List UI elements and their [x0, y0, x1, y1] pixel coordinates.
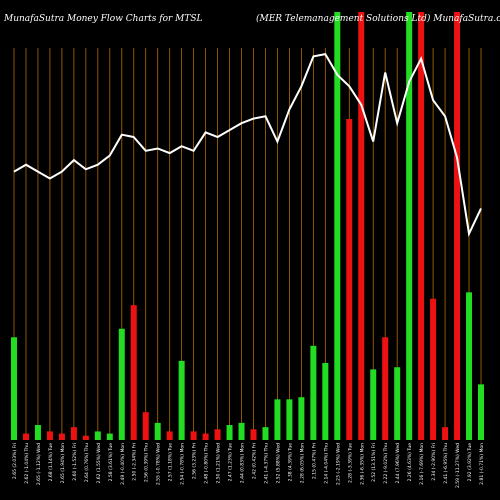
volume-bar [166, 431, 173, 440]
volume-bar [442, 427, 449, 440]
x-tick-label: 2.15 (0.47%) Fri [311, 443, 317, 479]
x-tick-label: 2.36 (-6.35%) Mon [359, 443, 365, 485]
x-tick-label: 2.48 (-0.80%) Thu [204, 443, 210, 484]
volume-bar [82, 435, 89, 440]
volume-bar [430, 298, 437, 440]
x-tick-label: 2.14 (-4.04%) Thu [323, 443, 329, 484]
x-tick-label: 2.42 (0.42%) Fri [251, 443, 257, 479]
volume-bar [70, 427, 77, 440]
volume-bar [454, 12, 461, 440]
x-tick-label: 2.65 (-1.12%) Wed [36, 443, 42, 485]
volume-bar [118, 328, 125, 440]
x-tick-label: 2.41 (-4.37%) Thu [263, 443, 269, 484]
volume-bar [466, 292, 473, 440]
x-tick-label: 2.81 (-0.71%) Mon [479, 443, 485, 485]
volume-bar [46, 431, 53, 440]
x-tick-label: 2.28 (6.05%) Mon [299, 443, 305, 483]
volume-bar [310, 345, 317, 440]
x-tick-label: 2.68 (1.14%) Tue [48, 443, 54, 482]
volume-bar [382, 337, 389, 440]
x-tick-label: 2.92 (3.92%) Tue [467, 443, 473, 482]
volume-bar [274, 399, 281, 440]
volume-bar [262, 427, 269, 440]
volume-bar [406, 12, 413, 440]
volume-bar [34, 425, 41, 440]
volume-bar [250, 429, 257, 440]
volume-bar [298, 397, 305, 440]
x-tick-label: 2.56 (0.39%) Thu [144, 443, 150, 482]
x-tick-label: 2.57 (1.18%) Tue [168, 443, 174, 482]
x-tick-label: 2.50 (1.21%) Wed [216, 443, 222, 484]
volume-bar [142, 412, 149, 440]
x-tick-label: 2.60 (-1.52%) Fri [72, 443, 78, 481]
x-tick-label: 2.38 (4.39%) Tue [287, 443, 293, 482]
x-tick-label: 2.41 (-6.95%) Thu [443, 443, 449, 484]
volume-bar [238, 422, 245, 440]
volume-bar [322, 362, 329, 440]
x-tick-label: 2.22 (-9.02%) Thu [383, 443, 389, 484]
volume-bar [394, 367, 401, 440]
volume-bar [418, 12, 425, 440]
volume-bar [58, 433, 65, 440]
x-tick-label: 2.44 (7.96%) Wed [395, 443, 401, 484]
volume-bar [94, 431, 101, 440]
x-tick-label: 2.58 (3.61%) Tue [108, 443, 114, 482]
volume-bar [190, 431, 197, 440]
volume-bars [11, 12, 484, 440]
volume-bar [226, 425, 233, 440]
x-tick-label: 2.28 (-3.39%) Tue [347, 443, 353, 483]
volume-bar [346, 119, 353, 440]
x-tick-label: 2.59 (-11.27%) Wed [455, 443, 461, 488]
x-tick-label: 2.47 (1.23%) Tue [228, 443, 234, 482]
volume-bar [154, 422, 161, 440]
volume-bar [214, 429, 221, 440]
x-tick-label: 2.65 (1.94%) Mon [60, 443, 66, 483]
x-tick-label: 2.49 (-0.40%) Mon [120, 443, 126, 485]
x-tick-label: 2.16 (-7.69%) Mon [419, 443, 425, 485]
x-tick-label: 2.44 (0.83%) Mon [240, 443, 246, 483]
volume-bar [178, 360, 185, 440]
volume-bar [11, 337, 17, 440]
x-tick-label: 2.64 (0.76%) Thu [84, 443, 90, 482]
volume-bar [286, 399, 293, 440]
x-tick-label: 2.52 (5.88%) Wed [275, 443, 281, 484]
x-tick-label: 2.26 (4.63%) Tue [407, 443, 413, 482]
volume-bar [334, 12, 341, 440]
x-tick-label: 2.56 (3.23%) Fri [192, 443, 198, 479]
chart-subtitle: (MER Telemanagement Solutions Ltd) Munaf… [256, 14, 500, 24]
x-tick-label: 2.65 (2.03%) Fri [12, 443, 18, 479]
x-tick-label: 2.62 (-1.04%) Thu [24, 443, 30, 484]
chart-title: MunafaSutra Money Flow Charts for MTSL [4, 14, 203, 24]
x-tick-labels: 2.65 (2.03%) Fri 2.62 (-1.04%) Thu 2.65 (-… [12, 443, 485, 488]
x-tick-label: 2.62 (1.55%) Wed [96, 443, 102, 484]
volume-bar [202, 433, 209, 440]
x-tick-label: 2.52 (13.51%) Fri [371, 443, 377, 482]
volume-bar [22, 433, 29, 440]
volume-bar [358, 12, 365, 440]
price-line [13, 52, 482, 238]
volume-bar [478, 384, 484, 440]
x-tick-label: 2.54 (-0.78%) Mon [180, 443, 186, 485]
x-tick-label: 2.50 (-2.34%) Fri [132, 443, 138, 481]
x-tick-label: 2.34 (-2.90%) Fri [431, 443, 437, 481]
volume-bar [130, 305, 137, 440]
volume-bar [106, 433, 113, 440]
x-tick-label: 2.23 (-2.19%) Wed [335, 443, 341, 485]
price-line-group [13, 52, 482, 238]
x-tick-label: 2.55 (-0.78%) Wed [156, 443, 162, 485]
volume-bar [370, 369, 377, 440]
